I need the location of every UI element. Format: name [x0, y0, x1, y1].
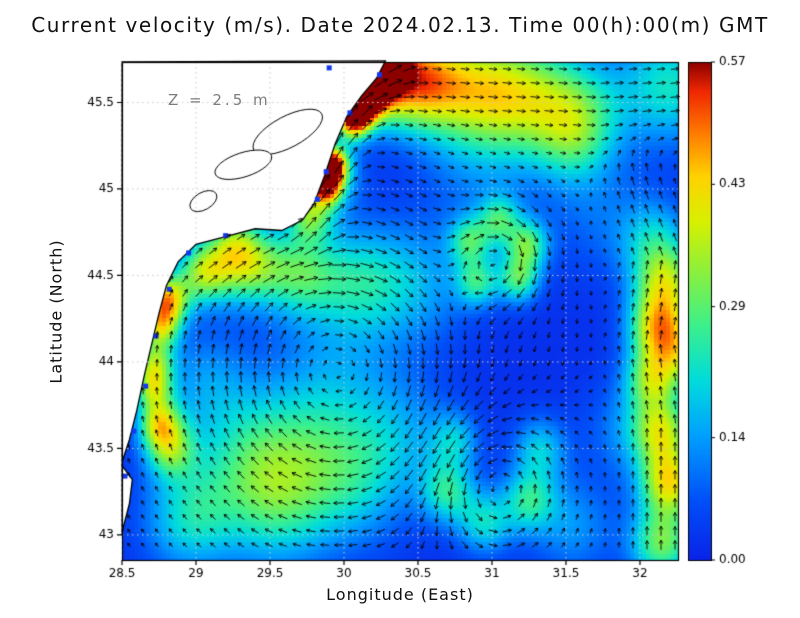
y-axis-label: Latitude (North): [46, 239, 66, 384]
chart-title: Current velocity (m/s). Date 2024.02.13.…: [31, 13, 769, 37]
x-axis-label: Longitude (East): [326, 585, 474, 604]
depth-annotation: Z = 2.5 m: [168, 91, 271, 109]
